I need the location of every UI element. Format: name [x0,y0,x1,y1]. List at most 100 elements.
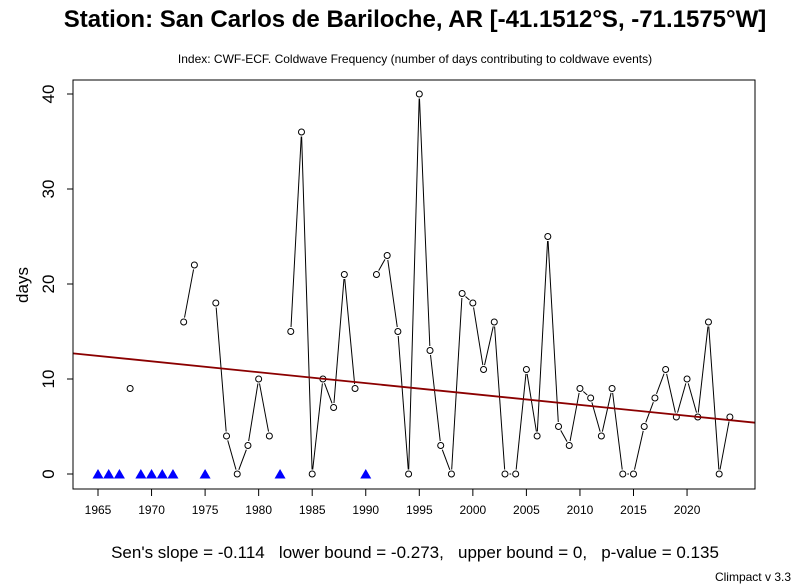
chart-subtitle: Index: CWF-ECF. Coldwave Frequency (numb… [177,52,653,66]
data-point [437,442,445,449]
data-point [190,261,198,269]
data-point [469,299,477,307]
series-segment [708,326,720,470]
series-segment [473,307,484,366]
series-segment [547,240,559,423]
series-segment [215,307,227,432]
series-segment [378,259,386,271]
chart-title: Station: San Carlos de Bariloche, AR [-4… [63,6,767,33]
data-point [715,470,723,478]
data-point [233,470,241,478]
y-axis: 0 10 20 30 40 [39,85,73,479]
data-point [447,470,455,478]
missing-data-triangle-icon [135,469,147,479]
series-segment [515,373,527,470]
series-segment [569,392,580,442]
data-point [651,394,659,402]
data-point [223,432,231,440]
data-point [308,470,316,478]
x-tick-label: 1975 [192,503,219,517]
data-point [351,385,359,392]
data-point [683,375,691,383]
series-segment [656,373,665,394]
data-point [126,385,134,392]
y-tick-label: 0 [39,469,58,478]
data-point [522,366,530,373]
x-axis: 1965 1970 1975 1980 1985 1990 1995 2000 2005 2010… [85,489,701,517]
series-segment [697,326,709,413]
x-tick-label: 1985 [299,503,326,517]
trend-line [72,352,756,424]
x-tick-label: 2005 [513,503,540,517]
missing-data-triangle-icon [360,469,372,479]
series-segment [397,335,409,470]
data-points [126,90,734,478]
data-point [480,366,488,373]
data-point [340,271,348,278]
x-tick-label: 2015 [620,503,647,517]
data-point [512,470,520,478]
data-point [555,423,563,430]
series-segment [494,326,506,470]
series-segment [687,383,698,413]
data-point [608,385,616,392]
data-point [297,128,305,136]
missing-data-triangle-icon [113,469,125,479]
data-point [415,90,423,98]
series-segment [582,391,588,396]
data-point [180,318,188,326]
data-point [565,442,573,449]
y-tick-label: 20 [39,275,58,294]
data-point [330,404,338,411]
data-point [372,271,380,278]
missing-data-triangle-icon [103,469,115,479]
trend-statistics: Sen's slope = -0.114 lower bound = -0.27… [111,543,719,562]
series-segment [344,278,356,385]
data-point [501,470,509,478]
x-tick-label: 2000 [459,503,486,517]
series-segment [238,449,247,470]
series-segment [248,383,259,442]
software-credit: Climpact v 3.3 [714,570,791,584]
series-segment [418,98,431,347]
missing-data-markers [92,469,372,479]
y-tick-label: 30 [39,180,58,199]
data-point [640,423,648,430]
x-tick-label: 2020 [674,503,701,517]
data-point [544,233,552,240]
x-tick-label: 1995 [406,503,433,517]
series-segment [526,373,537,432]
series-segment [301,136,313,470]
data-point [490,318,498,326]
missing-data-triangle-icon [92,469,104,479]
series-segment [227,440,237,470]
missing-data-triangle-icon [146,469,158,479]
series-segment [666,373,676,413]
series-segment [441,449,451,470]
series-segment [290,136,302,328]
data-point [576,385,584,392]
missing-data-triangle-icon [274,469,286,479]
series-segment [324,383,333,404]
data-point [255,375,263,383]
data-point [704,318,712,326]
series-segment [258,383,270,432]
series-lines [184,98,730,475]
data-point [405,470,413,478]
y-tick-label: 10 [39,370,58,389]
data-point [394,328,402,335]
series-segment [536,240,549,432]
missing-data-triangle-icon [167,469,179,479]
y-tick-label: 40 [39,85,58,104]
series-segment [430,354,441,442]
series-segment [387,259,398,328]
data-point [287,328,295,335]
data-point [212,299,220,307]
x-tick-label: 1980 [245,503,272,517]
data-point [597,432,605,440]
sens-slope-trend-line [72,352,756,424]
series-segment [184,269,195,318]
series-segment [408,98,420,470]
plot-frame [72,79,756,490]
data-point [244,442,252,449]
